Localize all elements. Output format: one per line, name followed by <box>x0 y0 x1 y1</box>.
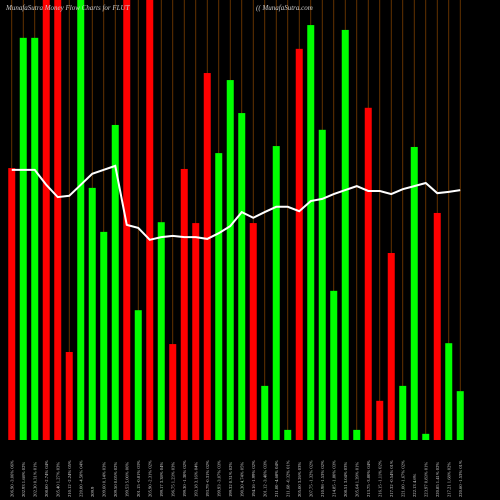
bar <box>169 344 177 440</box>
bar <box>330 290 338 440</box>
x-tick-label: 214.85 -1.80% 03% <box>331 460 336 497</box>
x-tick-label: 223.97 0.83% 01% <box>423 462 428 497</box>
bar <box>353 429 361 440</box>
bar <box>318 129 326 441</box>
bar <box>272 146 280 440</box>
x-tick-label: 196.75 1.23% 03% <box>170 462 175 497</box>
x-tick-label: 205.00 3.26% 03% <box>297 462 302 497</box>
x-tick-label: 217.21 1.68% 02% <box>446 462 451 497</box>
x-tick-label: 222.13 4.6% <box>412 473 417 497</box>
bar <box>31 37 39 441</box>
bar <box>203 73 211 440</box>
bar <box>387 253 395 440</box>
x-tick-label: 221.00 -1.67% 02% <box>400 460 405 497</box>
x-tick-label: 201.12 -3.46% 03% <box>262 460 267 497</box>
x-tick-label: 217.32 -0.54% 01% <box>389 460 394 497</box>
x-tick-label: 210.98 -1.53% 02% <box>320 460 325 497</box>
x-tick-label: 220.60 -1.53% 01% <box>458 460 463 497</box>
bar <box>157 222 165 440</box>
x-tick-label: 199.93 -3.07% 03% <box>216 460 221 497</box>
bar <box>422 433 430 440</box>
bar <box>364 107 372 441</box>
x-tick-label: 213.75 -3.80% 04% <box>366 460 371 497</box>
bar <box>19 37 27 441</box>
x-tick-label: 199.17 3.38% 04% <box>159 462 164 497</box>
x-tick-label: 193.18 3.16% 04% <box>193 462 198 497</box>
x-tick-label: 190.30 4.74% 05% <box>239 462 244 497</box>
bar <box>226 80 234 440</box>
bar <box>111 124 119 441</box>
bar <box>146 0 154 440</box>
bar <box>399 385 407 440</box>
bar <box>88 187 96 440</box>
x-tick-label: 193.79 -0.31% 02% <box>205 460 210 497</box>
chart-title: MunafaSutra Money Flow Charts for FLUT <box>5 4 131 12</box>
x-tick-label: 209.60 0.14% 03% <box>101 462 106 497</box>
x-tick-label: 201.15 -0.81% 03% <box>136 460 141 497</box>
bar <box>65 352 73 440</box>
x-tick-label: 199.53 5.00% 06% <box>124 462 129 497</box>
bar <box>238 113 246 440</box>
x-tick-label: 220.85 1.41% 02% <box>435 462 440 497</box>
bar <box>54 0 62 440</box>
line <box>11 164 461 241</box>
x-tick-label: 209.50 0.05% 02% <box>113 462 118 497</box>
x-tick-label: 209.9 <box>90 486 95 497</box>
x-tick-label: 205.64 1.39% 01% <box>354 462 359 497</box>
x-tick-label: 220.00 -4.50% 04% <box>78 460 83 497</box>
x-tick-label: 208.00 -2.74% 04% <box>44 460 49 497</box>
bar <box>42 0 50 440</box>
x-tick-label: 194.16 -1.99% 02% <box>251 460 256 497</box>
bar <box>180 168 188 440</box>
bar <box>284 429 292 440</box>
bar <box>215 153 223 440</box>
bar <box>192 223 200 440</box>
bar <box>100 231 108 440</box>
bar <box>341 29 349 440</box>
bar <box>307 25 315 441</box>
x-tick-label: 211.00 -4.68% 04% <box>274 460 279 497</box>
bar <box>456 391 464 440</box>
x-tick-label: 205.90 -2.31% 02% <box>147 460 152 497</box>
bar <box>295 48 303 441</box>
bar <box>77 0 85 440</box>
x-tick-label: 216.15 -1.11% 02% <box>377 460 382 497</box>
bar <box>134 310 142 440</box>
x-tick-label: 199.30 -1.30% 02% <box>182 460 187 497</box>
bar <box>261 385 269 440</box>
x-tick-label: 208.51 3.04% 03% <box>343 462 348 497</box>
bar <box>445 343 453 440</box>
x-tick-label: 202.30 0.31% 01% <box>32 462 37 497</box>
bar <box>410 146 418 440</box>
bar <box>433 212 441 440</box>
x-tick-label: 205.40 1.27% 03% <box>55 462 60 497</box>
bar <box>8 168 16 440</box>
x-tick-label: 211.68 -0.32% 01% <box>285 460 290 497</box>
x-tick-label: 210.12 -2.24% 05% <box>67 460 72 497</box>
watermark: (( MunafaSutra.com <box>256 4 313 12</box>
x-tick-label: 206.90 -3.06% 06% <box>9 460 14 497</box>
x-tick-label: 199.32 0.31% 02% <box>228 462 233 497</box>
bar <box>249 223 257 440</box>
bar <box>376 400 384 440</box>
x-tick-label: 202.93 1.68% 02% <box>21 462 26 497</box>
x-tick-label: 207.75 -1.32% 02% <box>308 460 313 497</box>
